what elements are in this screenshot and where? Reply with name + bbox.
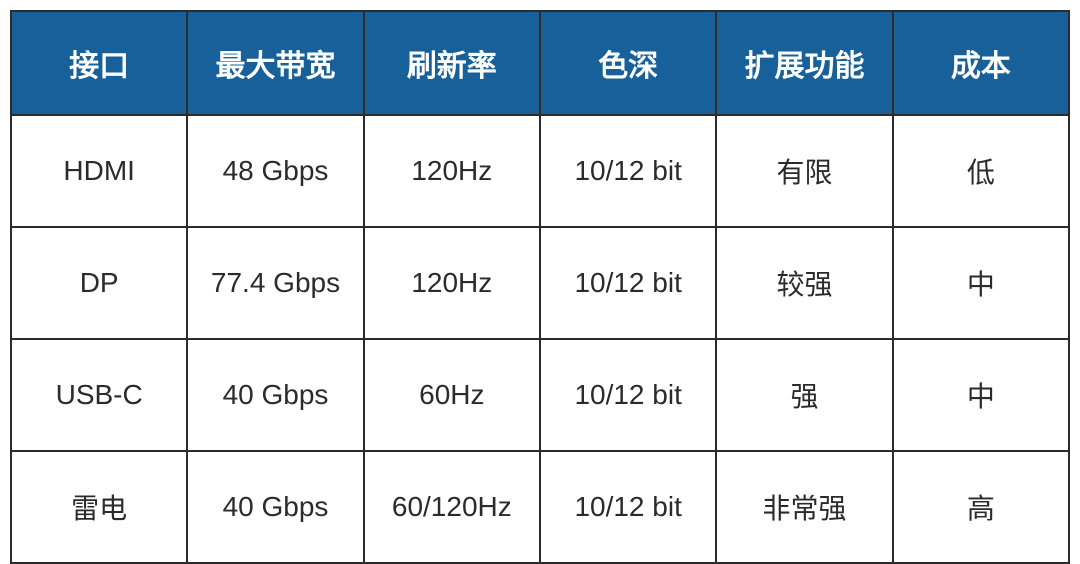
cell: 40 Gbps (187, 339, 363, 451)
interface-comparison-table: 接口 最大带宽 刷新率 色深 扩展功能 成本 HDMI 48 Gbps 120H… (10, 10, 1070, 564)
cell: 77.4 Gbps (187, 227, 363, 339)
table-row: HDMI 48 Gbps 120Hz 10/12 bit 有限 低 (11, 115, 1069, 227)
cell: 较强 (716, 227, 892, 339)
cell: USB-C (11, 339, 187, 451)
table-row: USB-C 40 Gbps 60Hz 10/12 bit 强 中 (11, 339, 1069, 451)
cell: 高 (893, 451, 1069, 563)
col-header: 刷新率 (364, 11, 540, 115)
cell: 40 Gbps (187, 451, 363, 563)
cell: 中 (893, 227, 1069, 339)
cell: 低 (893, 115, 1069, 227)
cell: 雷电 (11, 451, 187, 563)
cell: 10/12 bit (540, 451, 716, 563)
cell: 有限 (716, 115, 892, 227)
cell: 120Hz (364, 227, 540, 339)
cell: 中 (893, 339, 1069, 451)
cell: HDMI (11, 115, 187, 227)
col-header: 接口 (11, 11, 187, 115)
cell: 10/12 bit (540, 115, 716, 227)
col-header: 扩展功能 (716, 11, 892, 115)
cell: 60Hz (364, 339, 540, 451)
table-row: 雷电 40 Gbps 60/120Hz 10/12 bit 非常强 高 (11, 451, 1069, 563)
col-header: 成本 (893, 11, 1069, 115)
col-header: 色深 (540, 11, 716, 115)
cell: 强 (716, 339, 892, 451)
table-container: 接口 最大带宽 刷新率 色深 扩展功能 成本 HDMI 48 Gbps 120H… (0, 0, 1080, 556)
cell: 120Hz (364, 115, 540, 227)
table-header-row: 接口 最大带宽 刷新率 色深 扩展功能 成本 (11, 11, 1069, 115)
table-row: DP 77.4 Gbps 120Hz 10/12 bit 较强 中 (11, 227, 1069, 339)
cell: 60/120Hz (364, 451, 540, 563)
cell: 10/12 bit (540, 227, 716, 339)
cell: 非常强 (716, 451, 892, 563)
cell: 48 Gbps (187, 115, 363, 227)
col-header: 最大带宽 (187, 11, 363, 115)
cell: DP (11, 227, 187, 339)
cell: 10/12 bit (540, 339, 716, 451)
